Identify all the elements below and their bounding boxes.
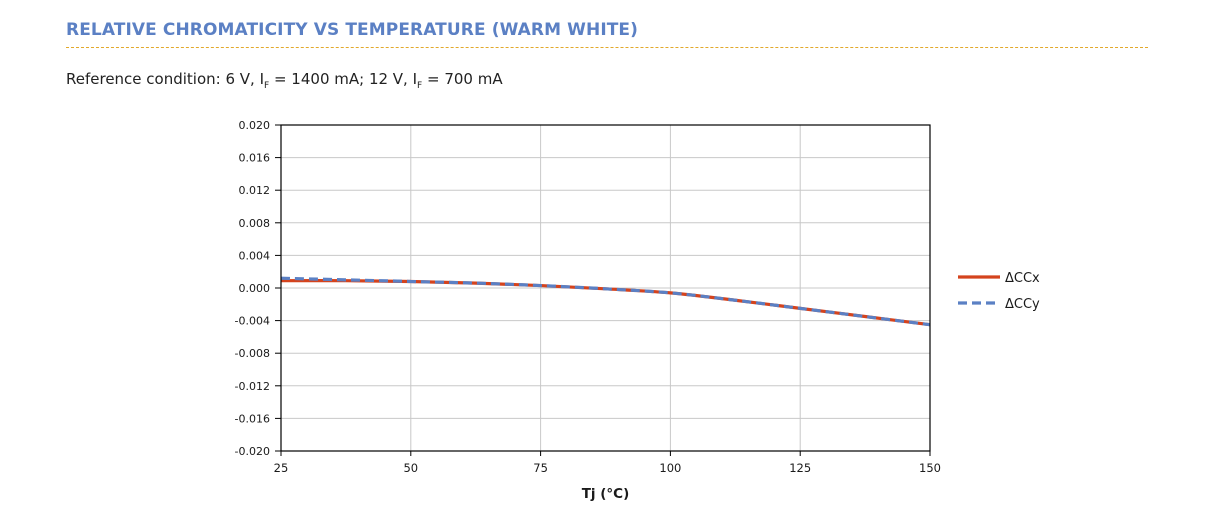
x-tick-label: 125	[789, 461, 811, 475]
reference-suffix: = 700 mA	[422, 70, 503, 88]
y-tick-label: 0.008	[239, 217, 271, 230]
reference-sub-2: F	[417, 81, 423, 91]
reference-prefix: Reference condition: 6 V, I	[66, 70, 265, 88]
reference-mid: = 1400 mA; 12 V, I	[269, 70, 418, 88]
x-tick-label: 50	[403, 461, 418, 475]
legend-label: ΔCCy	[1005, 297, 1040, 312]
legend-label: ΔCCx	[1005, 271, 1040, 286]
y-tick-label: 0.020	[239, 119, 271, 132]
plot-frame	[280, 124, 931, 452]
y-tick-label: -0.012	[235, 380, 270, 393]
y-tick-label: -0.020	[235, 445, 270, 458]
x-tick-label: 100	[659, 461, 681, 475]
chart-series	[280, 276, 931, 327]
section-title: RELATIVE CHROMATICITY VS TEMPERATURE (WA…	[66, 20, 639, 40]
x-tick-label: 75	[533, 461, 548, 475]
y-tick-label: 0.012	[239, 184, 271, 197]
x-axis-label: Tj (°C)	[582, 486, 630, 502]
y-axis-ticks: 0.020 0.016 0.012 0.008 0.004 0.000 -0.004 -0.0…	[235, 119, 281, 458]
x-tick-label: 25	[274, 461, 289, 475]
chart-legend: ΔCCx ΔCCy	[958, 271, 1040, 312]
y-tick-label: 0.000	[239, 282, 271, 295]
reference-condition: Reference condition: 6 V, IF = 1400 mA; …	[66, 70, 503, 91]
y-tick-label: -0.016	[235, 412, 270, 425]
y-tick-label: 0.004	[239, 249, 271, 262]
x-tick-label: 150	[919, 461, 941, 475]
chart-grid	[281, 125, 930, 451]
y-tick-label: -0.008	[235, 347, 270, 360]
series-line-2	[280, 276, 931, 327]
title-divider	[66, 47, 1148, 48]
y-tick-label: -0.004	[235, 315, 270, 328]
y-tick-label: 0.016	[239, 152, 271, 165]
reference-sub-1: F	[264, 81, 270, 91]
x-axis-ticks: 25 50 75 100 125 150	[274, 451, 941, 475]
